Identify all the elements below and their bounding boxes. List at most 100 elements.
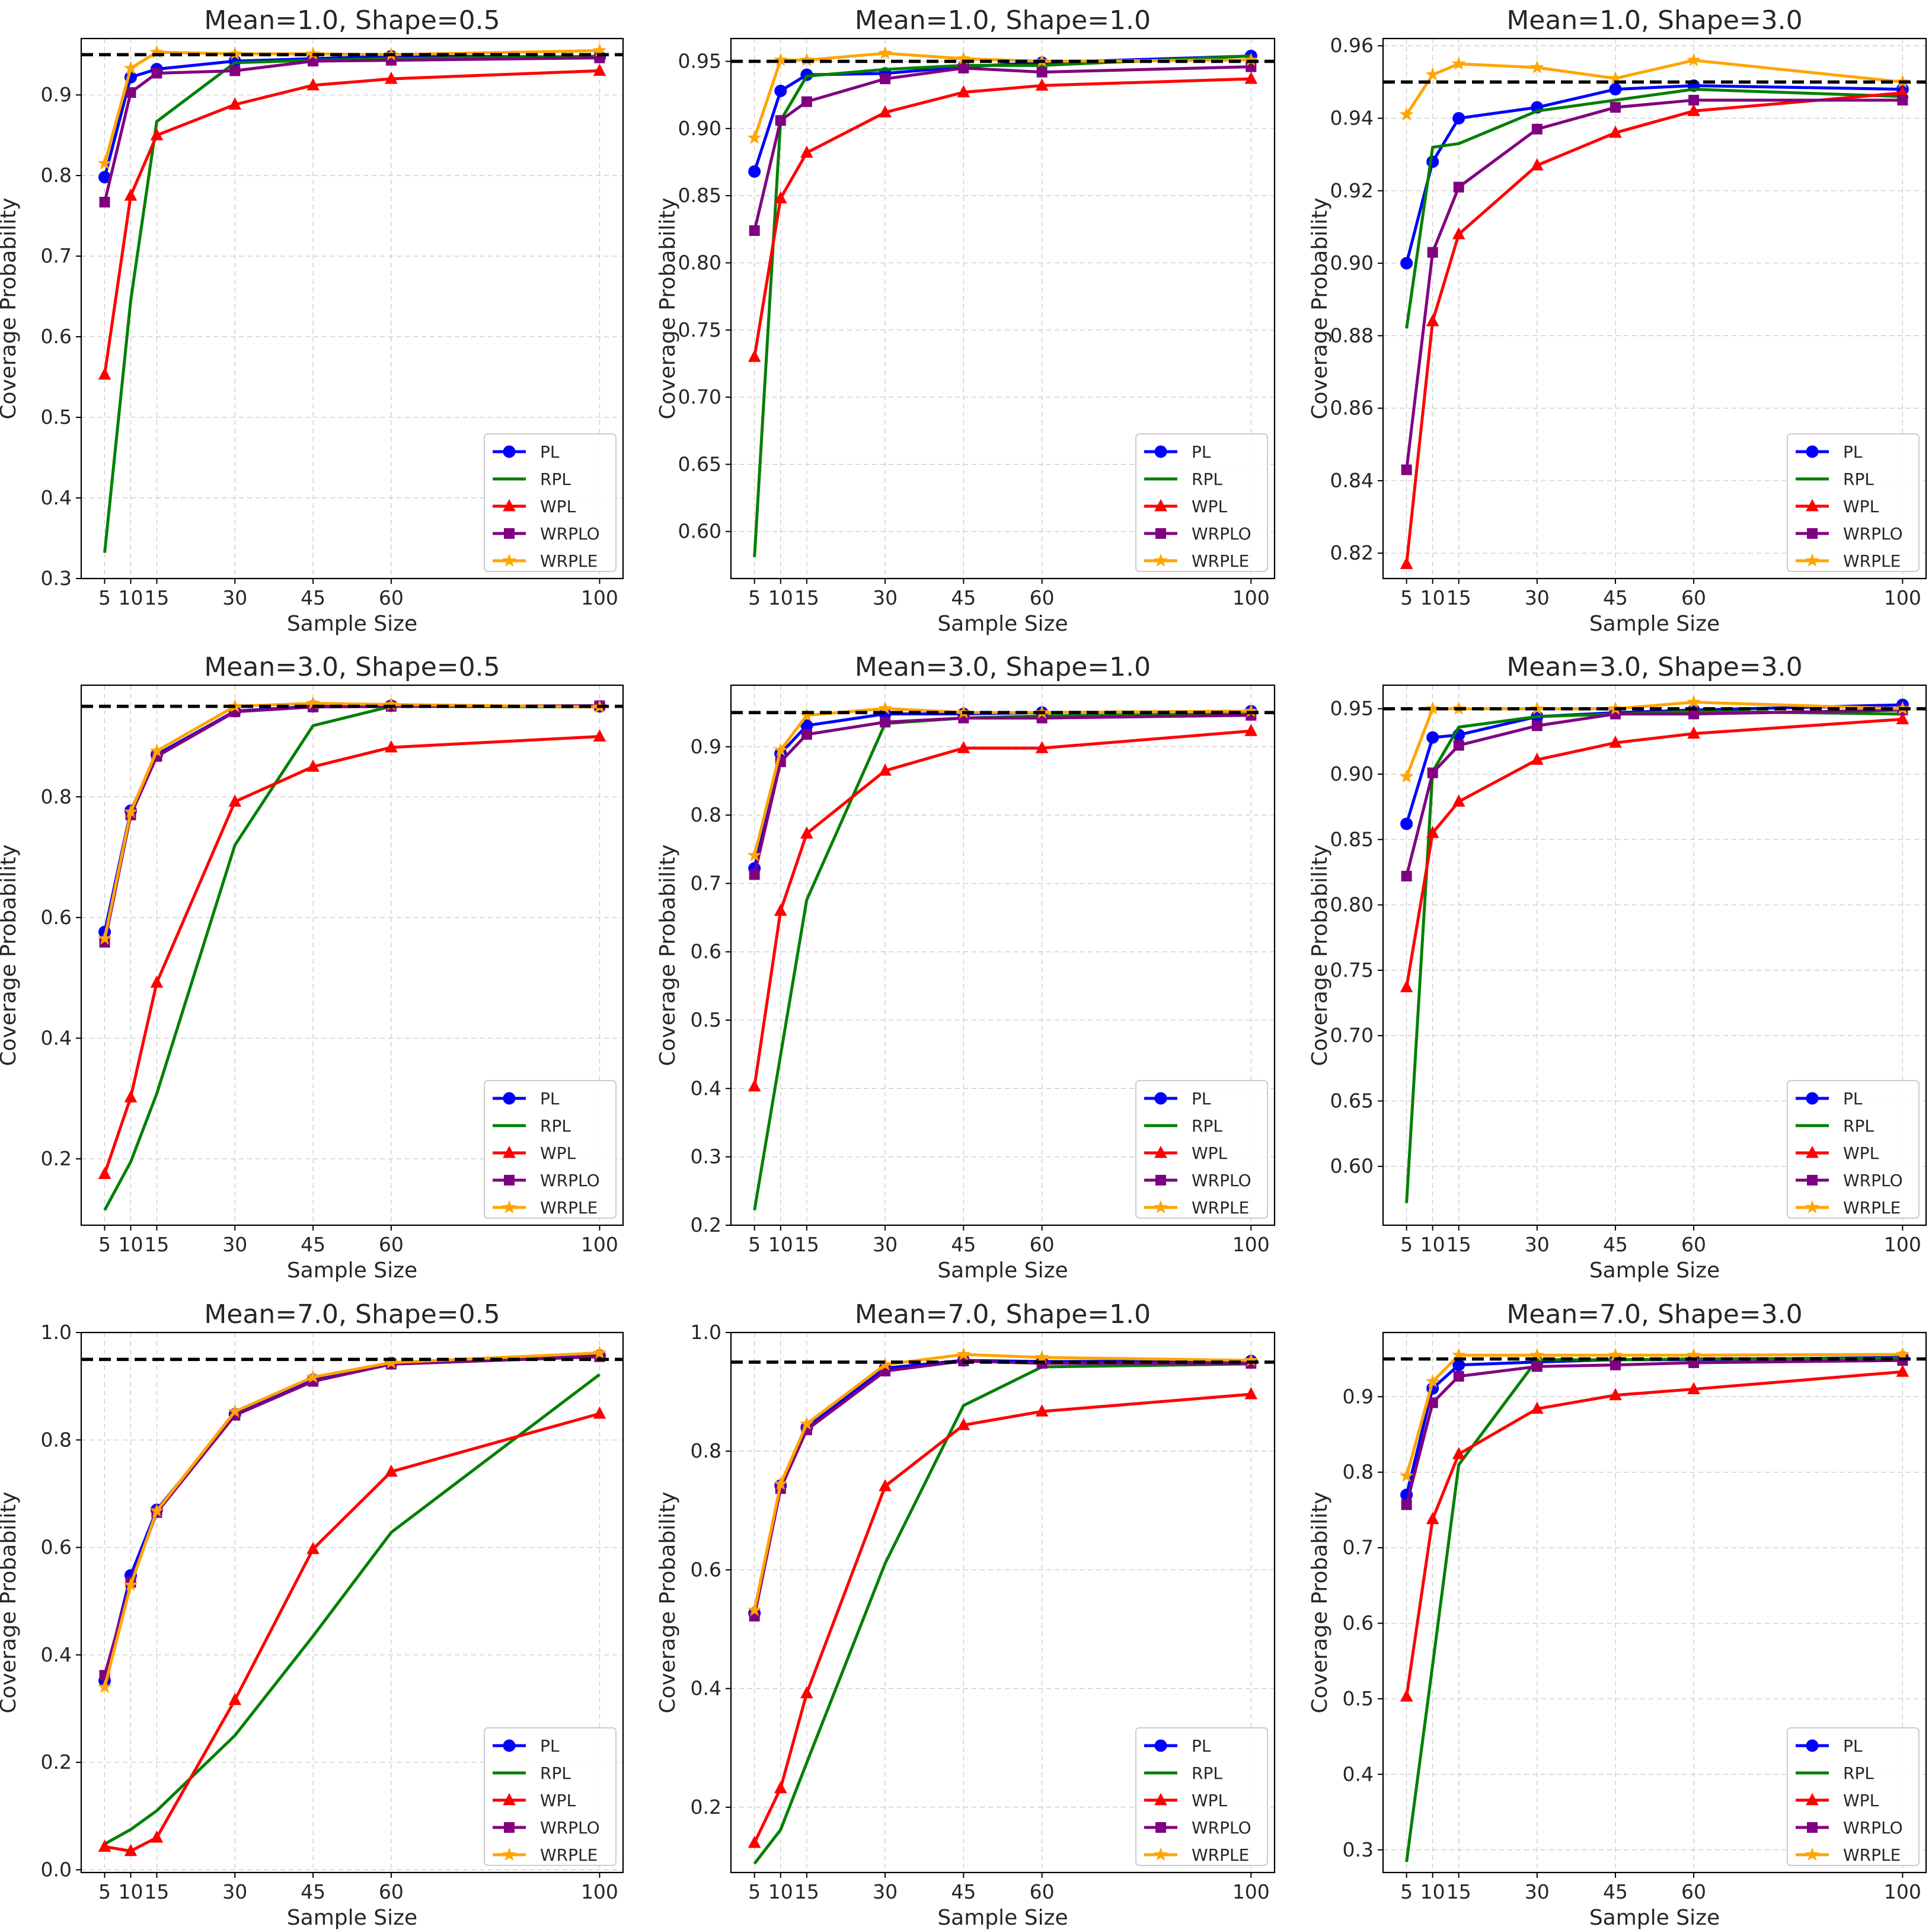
data-point-wpl-3 — [150, 128, 164, 140]
data-point-wpl-2 — [774, 903, 787, 916]
data-point-wrplo-6 — [1036, 66, 1048, 78]
x-axis-label: Sample Size — [287, 1906, 417, 1930]
data-point-wpl-5 — [1609, 125, 1622, 138]
data-point-wpl-3 — [150, 975, 164, 988]
legend: PL RPL WPL WRPLO WRPLE — [1135, 1727, 1268, 1866]
data-point-wrple-1 — [747, 130, 762, 144]
data-point-wrple-1 — [747, 848, 762, 862]
data-point-wpl-2 — [1426, 1512, 1439, 1525]
legend-label: PL — [1192, 442, 1211, 462]
legend-label: PL — [540, 442, 560, 462]
data-point-legend-5 — [1154, 553, 1168, 567]
data-point-wrplo-3 — [1453, 181, 1464, 193]
y-tick-label: 0.92 — [1330, 179, 1374, 202]
y-tick-label: 0.4 — [41, 1643, 72, 1666]
legend-item-wrple: WRPLE — [1796, 551, 1901, 571]
legend-label: PL — [1843, 1089, 1863, 1108]
y-tick-label: 0.8 — [41, 785, 72, 808]
x-axis-label: Sample Size — [937, 1258, 1068, 1283]
legend-label: RPL — [540, 469, 571, 489]
data-point-wpl-6 — [1035, 78, 1049, 91]
data-point-legend-4 — [1155, 528, 1166, 539]
legend-item-wrplo: WRPLO — [1796, 1171, 1903, 1190]
data-point-wpl-4 — [228, 794, 242, 807]
y-tick-label: 0.95 — [678, 50, 721, 73]
x-tick-label: 30 — [222, 1233, 247, 1256]
data-point-wpl-6 — [1687, 104, 1700, 116]
y-tick-label: 0.75 — [678, 318, 721, 341]
legend-item-wrplo: WRPLO — [1144, 1171, 1251, 1190]
x-axis-label: Sample Size — [287, 1258, 417, 1283]
data-point-legend-3 — [1806, 499, 1819, 512]
panel-title: Mean=7.0, Shape=0.5 — [204, 1299, 500, 1330]
data-point-wrplo-1 — [1401, 464, 1412, 475]
y-axis-label: Coverage Probability — [656, 197, 680, 419]
x-tick-label: 5 — [1400, 1233, 1413, 1256]
legend-label: WPL — [1843, 1143, 1879, 1163]
y-tick-label: 0.60 — [678, 520, 721, 543]
x-tick-label: 30 — [873, 586, 898, 609]
data-point-pl-5 — [1609, 83, 1622, 96]
legend-label: WRPLE — [1843, 551, 1901, 571]
x-tick-label: 10 — [1420, 1880, 1445, 1903]
y-tick-label: 0.2 — [41, 1147, 72, 1170]
data-point-pl-1 — [1400, 817, 1413, 830]
legend-item-wrple: WRPLE — [493, 1845, 598, 1865]
panel-1: Mean=1.0, Shape=0.5 5 10 15 30 45 60 100 0.3 0.4 0… — [0, 5, 624, 636]
data-point-wpl-5 — [957, 1418, 970, 1430]
x-tick-label: 60 — [379, 1880, 404, 1903]
data-point-pl-3 — [1452, 112, 1465, 125]
legend-box — [1787, 1080, 1920, 1219]
series-line-rpl — [104, 1373, 601, 1846]
y-tick-label: 0.6 — [41, 906, 72, 929]
legend-item-pl: PL — [1144, 1089, 1211, 1108]
data-point-legend-4 — [504, 528, 515, 539]
plot-frame — [730, 37, 1276, 580]
data-point-wpl-7 — [593, 1406, 606, 1419]
x-tick-label: 15 — [1446, 1880, 1471, 1903]
y-tick-label: 0.94 — [1330, 107, 1374, 130]
data-point-legend-1 — [1806, 1739, 1819, 1752]
panel-3: Mean=1.0, Shape=3.0 5 10 15 30 45 60 100 0.82 0.8… — [1308, 5, 1927, 636]
x-tick-label: 15 — [794, 586, 819, 609]
x-tick-label: 100 — [581, 586, 618, 609]
x-tick-label: 30 — [873, 1233, 898, 1256]
data-point-wpl-7 — [1896, 712, 1909, 724]
data-point-pl-1 — [748, 165, 761, 178]
x-tick-label: 10 — [1420, 586, 1445, 609]
data-point-wrplo-4 — [229, 65, 241, 76]
legend-label: RPL — [1192, 1116, 1222, 1136]
data-point-legend-5 — [1805, 1200, 1819, 1214]
legend-label: WPL — [540, 1791, 576, 1810]
y-tick-label: 0.88 — [1330, 324, 1374, 347]
data-point-wpl-7 — [1896, 1365, 1909, 1377]
x-tick-label: 30 — [1525, 1233, 1550, 1256]
data-point-wrplo-4 — [880, 73, 891, 84]
x-tick-label: 60 — [379, 586, 404, 609]
data-point-wrple-3 — [1451, 56, 1466, 70]
x-tick-label: 60 — [1030, 1233, 1055, 1256]
data-point-wpl-6 — [385, 71, 398, 84]
data-point-wpl-1 — [748, 1079, 761, 1092]
data-point-wpl-5 — [1609, 735, 1622, 748]
series-line-wrplo — [1405, 98, 1903, 470]
data-point-wrple-3 — [149, 1503, 164, 1517]
legend-label: RPL — [1843, 469, 1874, 489]
data-point-legend-4 — [1807, 1822, 1818, 1833]
x-tick-label: 10 — [118, 1880, 143, 1903]
legend-label: PL — [1843, 1736, 1863, 1756]
x-axis-label: Sample Size — [1589, 612, 1720, 636]
x-tick-label: 10 — [118, 586, 143, 609]
x-tick-label: 60 — [1681, 1233, 1706, 1256]
data-point-wpl-1 — [98, 1167, 111, 1179]
legend-label: RPL — [540, 1116, 571, 1136]
data-point-legend-3 — [503, 499, 516, 512]
data-point-wrple-2 — [773, 743, 788, 756]
data-point-wpl-5 — [1609, 1388, 1622, 1401]
y-tick-label: 0.8 — [691, 803, 721, 826]
x-tick-label: 15 — [144, 586, 169, 609]
y-tick-label: 0.3 — [41, 567, 72, 590]
legend-item-wpl: WPL — [493, 1791, 576, 1810]
x-tick-label: 15 — [144, 1880, 169, 1903]
